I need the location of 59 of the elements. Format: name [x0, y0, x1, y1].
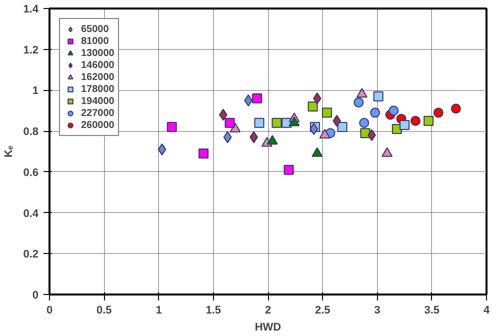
- y-tick-label: 0.4: [23, 208, 40, 220]
- legend-label: 65000: [81, 23, 109, 35]
- point: [360, 128, 370, 138]
- point: [356, 88, 368, 98]
- y-tick-label: 0.8: [23, 126, 39, 138]
- x-tick-label: 2: [264, 304, 272, 316]
- x-tick-label: 2.5: [314, 304, 330, 316]
- point: [322, 108, 332, 118]
- y-axis-title: Kₑ: [3, 145, 16, 158]
- x-tick-label: 4: [483, 304, 490, 316]
- point: [284, 164, 294, 175]
- point: [288, 116, 300, 126]
- point: [272, 118, 282, 128]
- point: [252, 93, 262, 104]
- legend-label: 130000: [81, 47, 114, 59]
- legend-label: 194000: [81, 95, 114, 107]
- legend-label: 146000: [81, 59, 114, 71]
- legend-label: 81000: [81, 35, 109, 47]
- point: [254, 118, 264, 128]
- point: [198, 148, 209, 159]
- point: [359, 118, 370, 128]
- point: [433, 108, 444, 118]
- x-tick-label: 1: [156, 304, 162, 316]
- point: [312, 147, 323, 157]
- legend-label: 162000: [81, 71, 114, 83]
- x-tick-label: 3.5: [424, 304, 440, 316]
- point: [310, 123, 318, 136]
- point: [312, 92, 322, 104]
- point: [450, 104, 461, 114]
- y-tick-label: 0.2: [23, 248, 39, 261]
- point: [370, 108, 380, 118]
- point: [224, 118, 235, 128]
- point: [158, 143, 166, 156]
- point: [223, 131, 232, 144]
- point: [266, 135, 278, 145]
- point: [354, 97, 364, 108]
- legend-label: 227000: [81, 107, 114, 119]
- legend-label: 178000: [81, 83, 114, 95]
- y-tick-label: 1.4: [23, 4, 40, 16]
- point: [308, 102, 318, 112]
- y-tick-label: 1.2: [23, 44, 39, 56]
- x-tick-label: 0: [46, 304, 53, 316]
- y-tick-label: 0.6: [23, 166, 39, 179]
- point: [424, 116, 434, 126]
- point: [373, 91, 384, 102]
- y-tick-label: 0: [32, 290, 39, 302]
- legend-label: 260000: [81, 119, 114, 131]
- point: [400, 120, 410, 130]
- y-tick-label: 1: [32, 85, 39, 98]
- point: [337, 122, 348, 132]
- point: [388, 106, 399, 116]
- point: [410, 116, 420, 126]
- point: [319, 128, 330, 139]
- point: [382, 147, 393, 157]
- x-tick-label: 3: [374, 304, 380, 316]
- x-tick-label: 1.5: [206, 304, 222, 316]
- x-tick-label: 0.5: [96, 304, 112, 316]
- point: [166, 122, 177, 132]
- x-axis-title: HWD: [254, 322, 282, 334]
